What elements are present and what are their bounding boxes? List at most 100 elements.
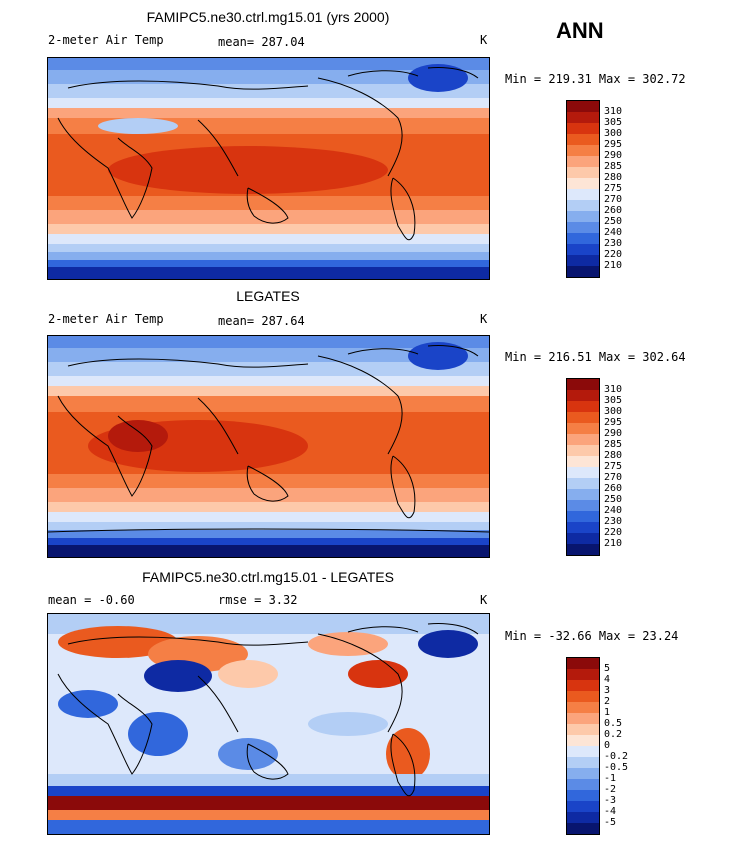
colorbar-tick-label: 260: [604, 205, 623, 216]
colorbar-swatch: [567, 390, 599, 401]
colorbar-tick-label: 240: [604, 505, 623, 516]
panel-2-minmax: Min = 216.51 Max = 302.64: [505, 350, 686, 364]
colorbar-tick-label: 220: [604, 249, 623, 260]
colorbar-tick-label: 260: [604, 483, 623, 494]
panel-2-colorbar: 310 305 300 295 290 285 280 275 270 260 250 240 230 2…: [566, 378, 622, 556]
panel-3-rmse: rmse = 3.32: [218, 593, 298, 607]
colorbar-swatch: [567, 511, 599, 522]
colorbar-swatch: [567, 178, 599, 189]
colorbar-tick-label: 295: [604, 417, 623, 428]
colorbar-swatch: [567, 445, 599, 456]
colorbar-swatch: [567, 412, 599, 423]
colorbar-swatch: [567, 101, 599, 112]
colorbar-tick-label: 240: [604, 227, 623, 238]
colorbar-swatch: [567, 812, 599, 823]
colorbar-tick-label: 300: [604, 128, 623, 139]
colorbar-tick-label: -5: [604, 817, 617, 828]
colorbar-swatch: [567, 423, 599, 434]
colorbar-swatch: [567, 768, 599, 779]
colorbar-swatch: [567, 266, 599, 277]
colorbar-swatch: [567, 544, 599, 555]
colorbar-swatch: [567, 533, 599, 544]
colorbar-tick-label: 230: [604, 516, 623, 527]
colorbar-swatch: [567, 790, 599, 801]
colorbar-swatch: [567, 478, 599, 489]
colorbar-tick-label: -0.5: [604, 762, 629, 773]
panel-3-map-graphic: [48, 614, 489, 834]
colorbar-tick-label: 290: [604, 150, 623, 161]
colorbar-tick-label: 275: [604, 183, 623, 194]
colorbar-tick-label: 5: [604, 663, 611, 674]
colorbar-tick-label: 2: [604, 696, 611, 707]
colorbar-tick-label: 305: [604, 395, 623, 406]
panel-1-colorbar: 310 305 300 295 290 285 280 275 270 260 250 240 230 2…: [566, 100, 622, 278]
panel-2-map-graphic: [48, 336, 489, 557]
panel-2-units: K: [480, 312, 488, 326]
colorbar-swatch: [567, 222, 599, 233]
panel-2-colorbar-swatches: [566, 378, 600, 556]
colorbar-swatch: [567, 735, 599, 746]
colorbar-tick-label: 0: [604, 740, 611, 751]
colorbar-swatch: [567, 379, 599, 390]
colorbar-swatch: [567, 702, 599, 713]
colorbar-tick-label: 270: [604, 194, 623, 205]
panel-2-field-label: 2-meter Air Temp: [48, 312, 164, 326]
colorbar-swatch: [567, 801, 599, 812]
colorbar-tick-label: 305: [604, 117, 623, 128]
colorbar-swatch: [567, 467, 599, 478]
colorbar-tick-label: 270: [604, 472, 623, 483]
panel-1-field-label: 2-meter Air Temp: [48, 33, 164, 47]
colorbar-tick-label: 0.2: [604, 729, 623, 740]
colorbar-swatch: [567, 500, 599, 511]
panel-3-colorbar: 5 4 3 2 1 0.5 0.2 0 -0.2 -0.5 -1 -2 -3 -4 -5: [566, 657, 628, 835]
panel-1-colorbar-swatches: [566, 100, 600, 278]
colorbar-swatch: [567, 522, 599, 533]
colorbar-swatch: [567, 779, 599, 790]
colorbar-swatch: [567, 724, 599, 735]
colorbar-swatch: [567, 669, 599, 680]
colorbar-tick-label: 0.5: [604, 718, 623, 729]
colorbar-swatch: [567, 489, 599, 500]
panel-2-title: LEGATES: [236, 288, 300, 304]
colorbar-swatch: [567, 456, 599, 467]
colorbar-tick-label: -4: [604, 806, 617, 817]
panel-3-mean: mean = -0.60: [48, 593, 135, 607]
panel-3-colorbar-swatches: [566, 657, 600, 835]
colorbar-tick-label: 1: [604, 707, 611, 718]
colorbar-tick-label: 210: [604, 260, 623, 271]
colorbar-swatch: [567, 401, 599, 412]
colorbar-tick-label: 295: [604, 139, 623, 150]
colorbar-swatch: [567, 123, 599, 134]
colorbar-swatch: [567, 713, 599, 724]
colorbar-swatch: [567, 112, 599, 123]
colorbar-tick-label: 285: [604, 439, 623, 450]
colorbar-tick-label: 250: [604, 494, 623, 505]
colorbar-swatch: [567, 746, 599, 757]
colorbar-tick-label: 250: [604, 216, 623, 227]
panel-1-map: [47, 57, 490, 280]
panel-1-units: K: [480, 33, 488, 47]
colorbar-tick-label: 280: [604, 450, 623, 461]
colorbar-swatch: [567, 134, 599, 145]
colorbar-tick-label: 210: [604, 538, 623, 549]
panel-1-title: FAMIPC5.ne30.ctrl.mg15.01 (yrs 2000): [146, 9, 390, 25]
colorbar-swatch: [567, 691, 599, 702]
panel-3-minmax: Min = -32.66 Max = 23.24: [505, 629, 679, 643]
colorbar-tick-label: 290: [604, 428, 623, 439]
colorbar-tick-label: -1: [604, 773, 617, 784]
panel-1-minmax: Min = 219.31 Max = 302.72: [505, 72, 686, 86]
colorbar-tick-label: 310: [604, 106, 623, 117]
colorbar-tick-label: 300: [604, 406, 623, 417]
panel-3-units: K: [480, 593, 488, 607]
colorbar-swatch: [567, 233, 599, 244]
panel-1-mean: mean= 287.04: [218, 35, 305, 49]
panel-1-map-graphic: [48, 58, 489, 279]
colorbar-swatch: [567, 244, 599, 255]
colorbar-swatch: [567, 255, 599, 266]
colorbar-tick-label: 285: [604, 161, 623, 172]
colorbar-swatch: [567, 200, 599, 211]
colorbar-tick-label: -3: [604, 795, 617, 806]
colorbar-swatch: [567, 167, 599, 178]
colorbar-swatch: [567, 211, 599, 222]
colorbar-tick-label: -0.2: [604, 751, 629, 762]
